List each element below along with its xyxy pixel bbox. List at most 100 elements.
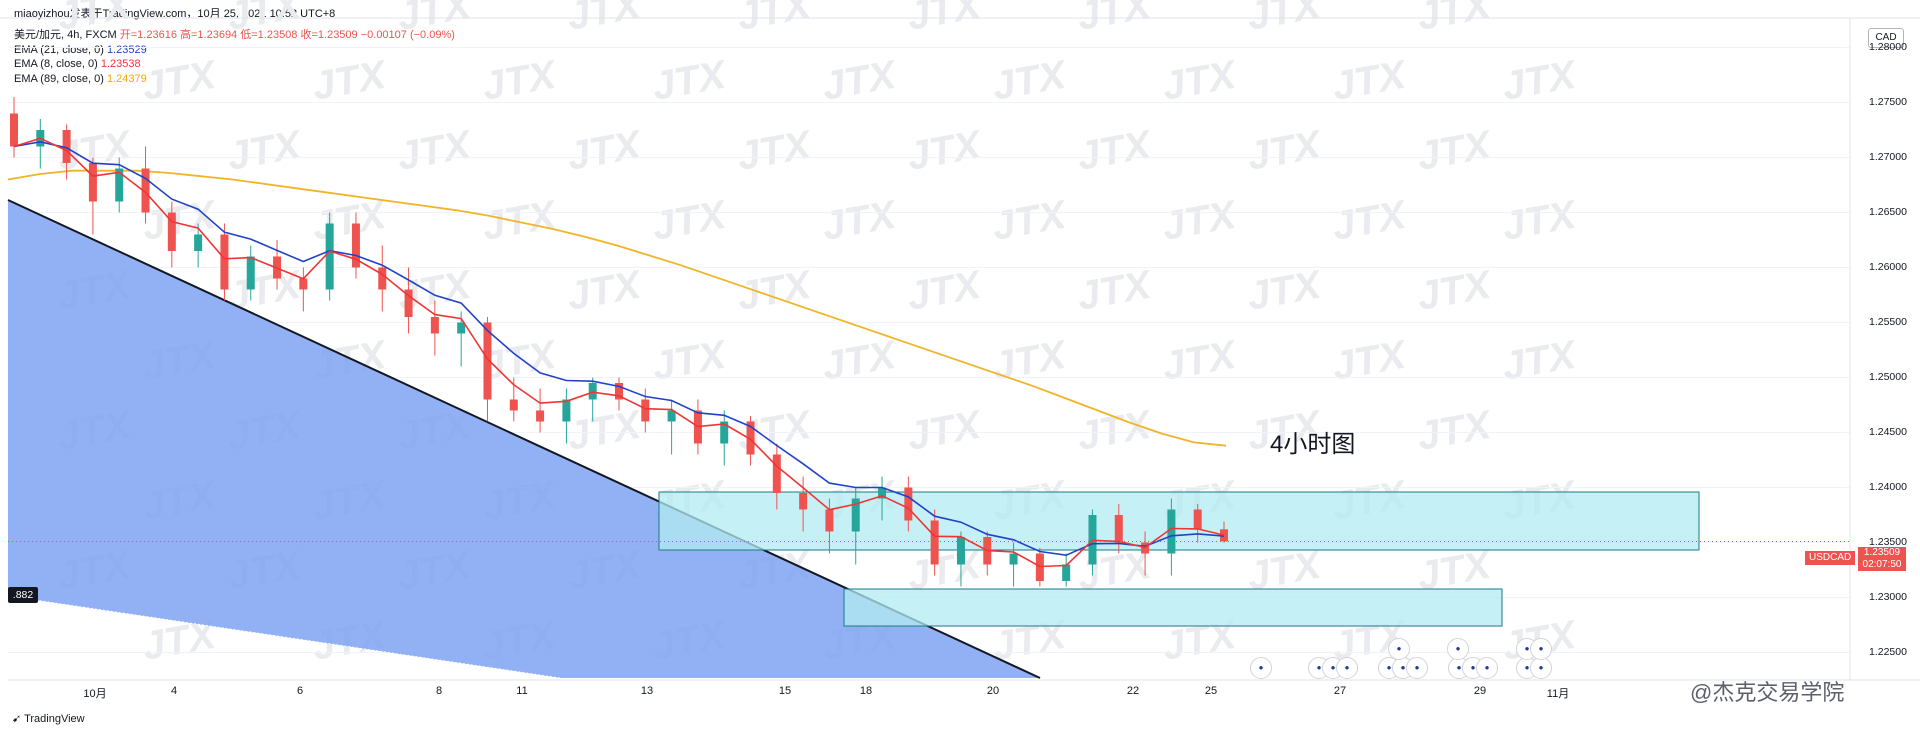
candle-body [457,322,466,334]
candle-body [746,421,755,455]
price-tick-label: 1.22500 [1869,645,1907,658]
time-tick-label: 15 [778,685,792,697]
watermark-text: JTX [1244,0,1326,39]
watermark-text: JTX [309,192,391,248]
candle-body [62,130,71,163]
watermark-text: JTX [564,402,646,458]
watermark-text: JTX [1414,262,1496,318]
timeframe-annotation[interactable]: 4小时图 [1270,431,1356,458]
watermark-text: JTX [139,52,221,108]
flag-icon[interactable]: ● [1530,657,1552,679]
candle-body [378,267,387,290]
watermark-text: JTX [394,0,476,39]
flag-icon[interactable]: ● [1388,638,1410,660]
watermark-text: JTX [479,52,561,108]
time-tick-label: 10月 [83,688,107,700]
candle-body [1062,564,1071,581]
watermark-text: JTX [904,402,986,458]
time-tick-label: 29 [1473,685,1487,697]
price-tick-label: 1.25500 [1869,315,1907,328]
candle-body [325,223,334,290]
candle-body [1193,509,1202,530]
time-tick-label: 6 [296,685,304,697]
candle-body [536,410,545,422]
brand-watermark: @杰克交易学院 [1690,680,1845,705]
watermark-text: JTX [989,332,1071,388]
bar-countdown: 02:07:50 [1862,559,1902,570]
candle-body [10,113,18,147]
watermark-text: JTX [1414,122,1496,178]
resistance-zone [658,491,1700,551]
candle-body [851,498,860,532]
candle-body [641,399,650,422]
tradingview-logo-text: TradingView [24,713,85,725]
price-tick-label: 1.27000 [1869,150,1907,163]
watermark-text: JTX [224,0,306,39]
wedge-lower-line [7,595,561,679]
price-tick-label: 1.26000 [1869,260,1907,273]
legend-ema8-value: 1.23538 [100,58,141,71]
flag-icon[interactable]: ● [1406,657,1428,679]
watermark-text: JTX [564,122,646,178]
candle-body [246,256,255,290]
watermark-text: JTX [309,52,391,108]
candle-body [167,212,176,251]
price-tick-label: 1.28000 [1869,40,1907,53]
watermark-text: JTX [224,122,306,178]
candle-body [141,168,150,213]
flag-icon[interactable]: ● [1336,657,1358,679]
candle-body [930,520,939,565]
watermark-text: JTX [904,122,986,178]
current-price-value: 1.23509 [1863,547,1901,558]
legend-ema8-row[interactable]: EMA (8, close, 0) 1.23538 [14,57,455,72]
watermark-text: JTX [1244,122,1326,178]
time-tick-label: 11月 [1546,688,1570,700]
time-tick-label: 25 [1204,685,1218,697]
time-tick-label: 4 [170,685,178,697]
legend-symbol-row[interactable]: 美元/加元, 4h, FXCM 开=1.23616 高=1.23694 低=1.… [14,28,455,43]
current-symbol-tag: USDCAD [1805,551,1856,565]
watermark-text: JTX [1074,402,1156,458]
time-tick-label: 18 [859,685,873,697]
currency-button[interactable]: CAD [1868,28,1904,48]
ema89-line [7,169,1227,447]
watermark-text: JTX [1159,332,1241,388]
watermark-text: JTX [1074,122,1156,178]
time-tick-label: 13 [640,685,654,697]
watermark-text: JTX [1329,332,1411,388]
flag-icon[interactable]: ● [1250,657,1272,679]
watermark-text: JTX [819,332,901,388]
author-line: miaoyizhou发表于TradingView.com，10月 25, 202… [14,8,336,20]
candle-body [299,278,308,290]
watermark-text: JTX [1244,262,1326,318]
watermark-text: JTX [1159,52,1241,108]
candle-body [799,493,808,510]
candle-body [956,537,965,565]
flag-icon[interactable]: ● [1530,638,1552,660]
legend-ema89-row[interactable]: EMA (89, close, 0) 1.24379 [14,72,455,87]
watermark-text: JTX [649,332,731,388]
watermark-text: JTX [649,192,731,248]
legend-ema21-row[interactable]: EMA (21, close, 0) 1.23529 [14,43,455,58]
watermark-text: JTX [819,52,901,108]
flag-icon[interactable]: ● [1476,657,1498,679]
candle-body [483,322,492,400]
legend-ema8-label: EMA (8, close, 0) [14,58,98,71]
tradingview-logo[interactable]: ➹ TradingView [12,712,85,725]
tradingview-icon: ➹ [12,713,22,725]
watermark-text: JTX [1499,332,1581,388]
watermark-text: JTX [1074,262,1156,318]
candle-body [825,509,834,532]
candle-body [115,168,124,202]
candle-body [720,421,729,444]
candle-body [878,487,887,499]
flag-icon[interactable]: ● [1447,638,1469,660]
watermark-text: JTX [564,262,646,318]
watermark-text: JTX [734,0,816,39]
time-tick-label: 27 [1333,685,1347,697]
price-tick-label: 1.27500 [1869,95,1907,108]
price-tick-label: 1.24000 [1869,480,1907,493]
candle-body [509,399,518,411]
